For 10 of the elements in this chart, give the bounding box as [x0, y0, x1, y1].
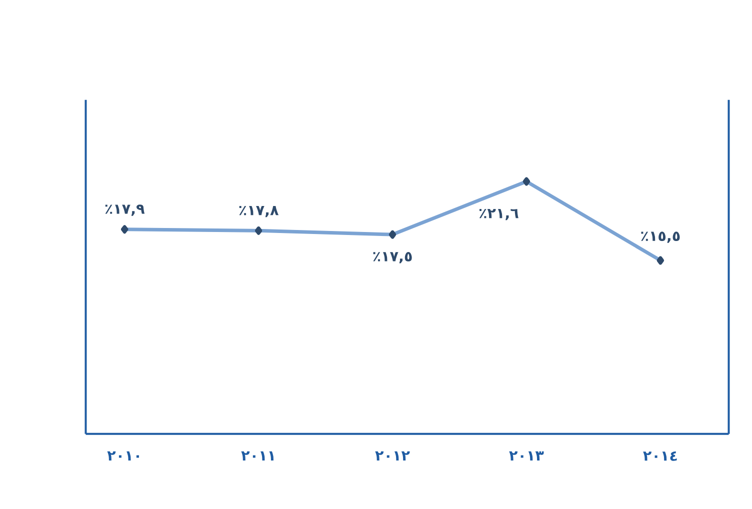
- data-label: ٪١٧,٩: [105, 204, 145, 216]
- data-label: ٪١٧,٥: [373, 252, 412, 264]
- x-tick-label: ٢٠١١: [241, 451, 274, 461]
- x-tick-label: ٢٠١٣: [509, 451, 544, 461]
- data-label: ٪٢١,٦: [479, 208, 518, 220]
- data-label: ٪١٧,٨: [239, 206, 279, 218]
- x-tick-label: ٢٠١٤: [643, 451, 677, 461]
- x-tick-label: ٢٠١٠: [107, 451, 139, 461]
- x-tick-label: ٢٠١٢: [375, 451, 410, 461]
- data-label: ٪١٥,٥: [641, 232, 680, 243]
